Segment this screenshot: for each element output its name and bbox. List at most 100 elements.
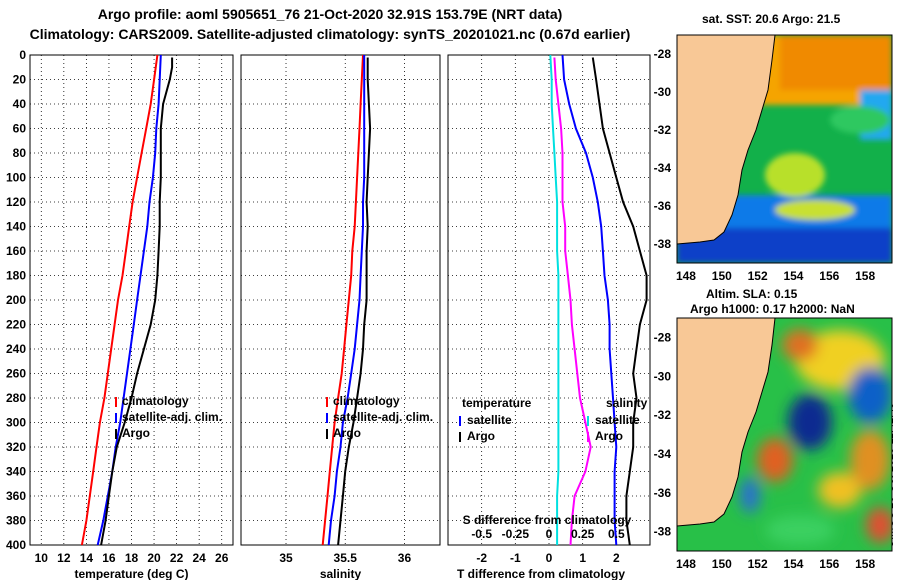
map-y-tick-label: -34 bbox=[654, 447, 672, 461]
map-x-tick-label: 152 bbox=[748, 557, 768, 571]
map-x-tick-label: 150 bbox=[712, 557, 732, 571]
x-tick-label: 20 bbox=[147, 551, 161, 565]
panel-temperature: 10 12 14 16 18 20 22 24 26 temperature (deg C) cli… bbox=[29, 54, 234, 580]
depth-tick-label: 160 bbox=[6, 244, 26, 258]
depth-tick-label: 240 bbox=[6, 342, 26, 356]
depth-tick-label: 180 bbox=[6, 269, 26, 283]
x-axis-label: temperature (deg C) bbox=[74, 567, 188, 580]
x-axis-label-salinity: S difference from climatology bbox=[463, 513, 632, 527]
series-line-s-satellite bbox=[549, 54, 560, 545]
sst-map bbox=[677, 35, 892, 263]
series-line-argo bbox=[337, 57, 372, 546]
depth-tick-label: 380 bbox=[6, 514, 26, 528]
map-y-tick-label: -32 bbox=[654, 123, 672, 137]
map-y-tick-label: -32 bbox=[654, 408, 672, 422]
sla-map-frame bbox=[676, 317, 893, 552]
x-tick-label: 24 bbox=[192, 551, 206, 565]
x-tick-label: 1 bbox=[579, 551, 586, 565]
panel-frame bbox=[240, 54, 441, 546]
x-tick-label: 0 bbox=[546, 551, 553, 565]
x-tick-label-salinity: -0.25 bbox=[502, 527, 530, 541]
map-x-tick-label: 158 bbox=[855, 269, 875, 283]
sst-map-frame bbox=[676, 34, 893, 264]
map-y-tick-label: -28 bbox=[654, 47, 672, 61]
depth-tick-label: 360 bbox=[6, 489, 26, 503]
panel-difference: -2 -1 0 1 2 T difference from climatology temp… bbox=[447, 54, 651, 580]
map-y-tick-label: -34 bbox=[654, 161, 672, 175]
map-y-tick-label: -36 bbox=[654, 199, 672, 213]
depth-tick-label: 300 bbox=[6, 416, 26, 430]
map-x-tick-label: 156 bbox=[819, 269, 839, 283]
map-x-tick-label: 150 bbox=[712, 269, 732, 283]
map-x-tick-label: 152 bbox=[748, 269, 768, 283]
x-tick-label-salinity: 0 bbox=[546, 527, 553, 541]
x-axis-label: T difference from climatology bbox=[457, 567, 625, 580]
panel-salinity: 35 35.5 36 salinity climatology satellite-adj… bbox=[240, 54, 441, 580]
x-tick-label: 35 bbox=[279, 551, 293, 565]
depth-tick-label: 320 bbox=[6, 440, 26, 454]
x-tick-label: 14 bbox=[80, 551, 94, 565]
x-tick-label-salinity: 0.25 bbox=[571, 527, 595, 541]
x-tick-label: 18 bbox=[125, 551, 139, 565]
map-y-tick-label: -30 bbox=[654, 85, 672, 99]
series-line-argo bbox=[100, 57, 174, 546]
depth-tick-label: 40 bbox=[13, 97, 27, 111]
depth-tick-label: 220 bbox=[6, 318, 26, 332]
map-x-tick-label: 154 bbox=[783, 269, 803, 283]
series-line-t-satellite bbox=[561, 54, 618, 546]
depth-tick-label: 100 bbox=[6, 171, 26, 185]
depth-tick-label: 200 bbox=[6, 293, 26, 307]
map-x-tick-label: 148 bbox=[676, 269, 696, 283]
x-tick-label: 12 bbox=[57, 551, 71, 565]
legend-label: satellite-adj. clim. bbox=[333, 410, 433, 424]
x-tick-label: -2 bbox=[476, 551, 487, 565]
series-line-climatology bbox=[80, 54, 159, 546]
depth-tick-label: 20 bbox=[13, 73, 27, 87]
map-x-tick-label: 148 bbox=[676, 557, 696, 571]
legend-label: satellite-adj. clim. bbox=[122, 410, 222, 424]
depth-tick-label: 280 bbox=[6, 391, 26, 405]
sla-map-title: Altim. SLA: 0.15 bbox=[706, 287, 798, 301]
x-tick-label: 36 bbox=[398, 551, 412, 565]
legend-title-temperature: temperature bbox=[462, 396, 532, 410]
depth-tick-label: 340 bbox=[6, 465, 26, 479]
map-y-tick-label: -36 bbox=[654, 486, 672, 500]
map-y-tick-label: -38 bbox=[654, 525, 672, 539]
map-x-tick-label: 158 bbox=[855, 557, 875, 571]
x-tick-label: 22 bbox=[170, 551, 184, 565]
legend-label: satellite bbox=[595, 413, 640, 427]
legend-label: Argo bbox=[595, 429, 623, 443]
x-tick-label-salinity: -0.5 bbox=[471, 527, 492, 541]
x-tick-label: 35.5 bbox=[334, 551, 358, 565]
sla-map-subtitle: Argo h1000: 0.17 h2000: NaN bbox=[690, 302, 855, 316]
sla-map bbox=[677, 318, 892, 551]
x-tick-label: -1 bbox=[510, 551, 521, 565]
depth-tick-label: 60 bbox=[13, 122, 27, 136]
x-tick-label: 10 bbox=[35, 551, 49, 565]
series-line-climatology bbox=[321, 54, 364, 546]
x-tick-label: 16 bbox=[102, 551, 116, 565]
legend-label: Argo bbox=[122, 426, 150, 440]
chart-title-line1: Argo profile: aoml 5905651_76 21-Oct-202… bbox=[97, 6, 563, 22]
depth-tick-label: 260 bbox=[6, 367, 26, 381]
x-tick-label-salinity: 0.5 bbox=[608, 527, 625, 541]
legend-label: Argo bbox=[467, 429, 495, 443]
sst-map-title: sat. SST: 20.6 Argo: 21.5 bbox=[702, 12, 841, 26]
series-line-satellite-adj-clim- bbox=[327, 55, 366, 546]
depth-tick-label: 0 bbox=[19, 48, 26, 62]
map-y-tick-label: -38 bbox=[654, 237, 672, 251]
x-tick-label: 26 bbox=[215, 551, 229, 565]
map-y-tick-label: -28 bbox=[654, 330, 672, 344]
legend-label: Argo bbox=[333, 426, 361, 440]
depth-tick-label: 120 bbox=[6, 195, 26, 209]
legend-title-salinity: salinity bbox=[606, 396, 648, 410]
depth-tick-label: 140 bbox=[6, 220, 26, 234]
chart-title-line2: Climatology: CARS2009. Satellite-adjuste… bbox=[29, 26, 631, 42]
depth-tick-label: 80 bbox=[13, 146, 27, 160]
x-tick-label: 2 bbox=[613, 551, 620, 565]
legend-label: climatology bbox=[122, 394, 189, 408]
map-x-tick-label: 156 bbox=[819, 557, 839, 571]
legend-label: climatology bbox=[333, 394, 400, 408]
depth-tick-label: 400 bbox=[6, 538, 26, 552]
